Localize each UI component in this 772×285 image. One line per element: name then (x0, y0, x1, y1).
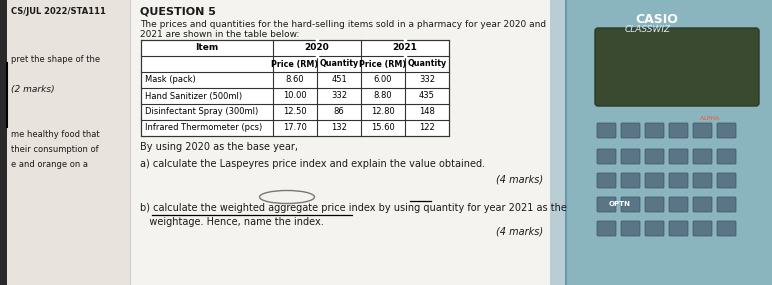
Text: Quantity: Quantity (320, 60, 359, 68)
FancyBboxPatch shape (597, 221, 616, 236)
Text: their consumption of: their consumption of (11, 145, 99, 154)
Text: CLASSWIZ: CLASSWIZ (625, 25, 671, 34)
FancyBboxPatch shape (645, 123, 664, 138)
Text: (4 marks): (4 marks) (496, 227, 543, 237)
Text: ALPHA: ALPHA (700, 117, 720, 121)
Text: (2 marks): (2 marks) (11, 85, 55, 94)
FancyBboxPatch shape (693, 173, 712, 188)
FancyBboxPatch shape (621, 197, 640, 212)
Text: 122: 122 (419, 123, 435, 133)
FancyBboxPatch shape (597, 149, 616, 164)
Text: 132: 132 (331, 123, 347, 133)
FancyBboxPatch shape (645, 197, 664, 212)
FancyBboxPatch shape (597, 197, 616, 212)
Text: 6.00: 6.00 (374, 76, 392, 84)
FancyBboxPatch shape (621, 149, 640, 164)
FancyBboxPatch shape (693, 197, 712, 212)
Text: Mask (pack): Mask (pack) (145, 76, 196, 84)
Text: The prices and quantities for the hard-selling items sold in a pharmacy for year: The prices and quantities for the hard-s… (140, 20, 546, 29)
FancyBboxPatch shape (717, 197, 736, 212)
FancyBboxPatch shape (693, 149, 712, 164)
Text: 332: 332 (331, 91, 347, 101)
FancyBboxPatch shape (693, 123, 712, 138)
Text: Price (RM): Price (RM) (272, 60, 319, 68)
FancyBboxPatch shape (717, 149, 736, 164)
Text: Quantity: Quantity (408, 60, 447, 68)
Text: By using 2020 as the base year,: By using 2020 as the base year, (140, 142, 298, 152)
Text: Infrared Thermometer (pcs): Infrared Thermometer (pcs) (145, 123, 262, 133)
FancyBboxPatch shape (669, 123, 688, 138)
FancyBboxPatch shape (717, 123, 736, 138)
FancyBboxPatch shape (597, 173, 616, 188)
FancyBboxPatch shape (717, 173, 736, 188)
FancyBboxPatch shape (693, 221, 712, 236)
Text: b) calculate the weighted aggregate price index by using quantity for year 2021 : b) calculate the weighted aggregate pric… (140, 203, 567, 213)
Text: weightage. Hence, name the index.: weightage. Hence, name the index. (140, 217, 323, 227)
Text: 148: 148 (419, 107, 435, 117)
Text: me healthy food that: me healthy food that (11, 130, 100, 139)
FancyBboxPatch shape (550, 0, 772, 285)
FancyBboxPatch shape (645, 173, 664, 188)
Text: QUESTION 5: QUESTION 5 (140, 7, 216, 17)
Text: CASIO: CASIO (635, 13, 678, 26)
FancyBboxPatch shape (130, 0, 550, 285)
Text: a) calculate the Laspeyres price index and explain the value obtained.: a) calculate the Laspeyres price index a… (140, 159, 485, 169)
FancyBboxPatch shape (621, 123, 640, 138)
FancyBboxPatch shape (669, 221, 688, 236)
Text: Disinfectant Spray (300ml): Disinfectant Spray (300ml) (145, 107, 259, 117)
FancyBboxPatch shape (669, 149, 688, 164)
FancyBboxPatch shape (645, 221, 664, 236)
Text: 10.00: 10.00 (283, 91, 306, 101)
Text: e and orange on a: e and orange on a (11, 160, 88, 169)
Text: 12.80: 12.80 (371, 107, 394, 117)
Text: CS/JUL 2022/STA111: CS/JUL 2022/STA111 (11, 7, 106, 16)
FancyBboxPatch shape (141, 40, 449, 136)
FancyBboxPatch shape (717, 221, 736, 236)
Text: 8.60: 8.60 (286, 76, 304, 84)
Text: 15.60: 15.60 (371, 123, 394, 133)
Text: 2021: 2021 (393, 44, 418, 52)
FancyBboxPatch shape (566, 0, 772, 285)
Text: 451: 451 (331, 76, 347, 84)
Text: 17.70: 17.70 (283, 123, 307, 133)
FancyBboxPatch shape (0, 0, 7, 285)
Text: 435: 435 (419, 91, 435, 101)
FancyBboxPatch shape (597, 123, 616, 138)
FancyBboxPatch shape (645, 149, 664, 164)
Text: 8.80: 8.80 (374, 91, 392, 101)
FancyBboxPatch shape (621, 173, 640, 188)
FancyBboxPatch shape (0, 0, 135, 285)
Text: OPTN: OPTN (609, 201, 631, 207)
Text: pret the shape of the: pret the shape of the (11, 55, 100, 64)
Text: Item: Item (195, 44, 218, 52)
Text: 2020: 2020 (305, 44, 330, 52)
FancyBboxPatch shape (595, 28, 759, 106)
FancyBboxPatch shape (621, 221, 640, 236)
Text: Price (RM): Price (RM) (360, 60, 407, 68)
FancyBboxPatch shape (669, 197, 688, 212)
Text: 2021 are shown in the table below:: 2021 are shown in the table below: (140, 30, 300, 39)
Text: 332: 332 (419, 76, 435, 84)
Text: 12.50: 12.50 (283, 107, 306, 117)
Text: 86: 86 (334, 107, 344, 117)
FancyBboxPatch shape (669, 173, 688, 188)
Text: (4 marks): (4 marks) (496, 175, 543, 185)
Text: Hand Sanitizer (500ml): Hand Sanitizer (500ml) (145, 91, 242, 101)
